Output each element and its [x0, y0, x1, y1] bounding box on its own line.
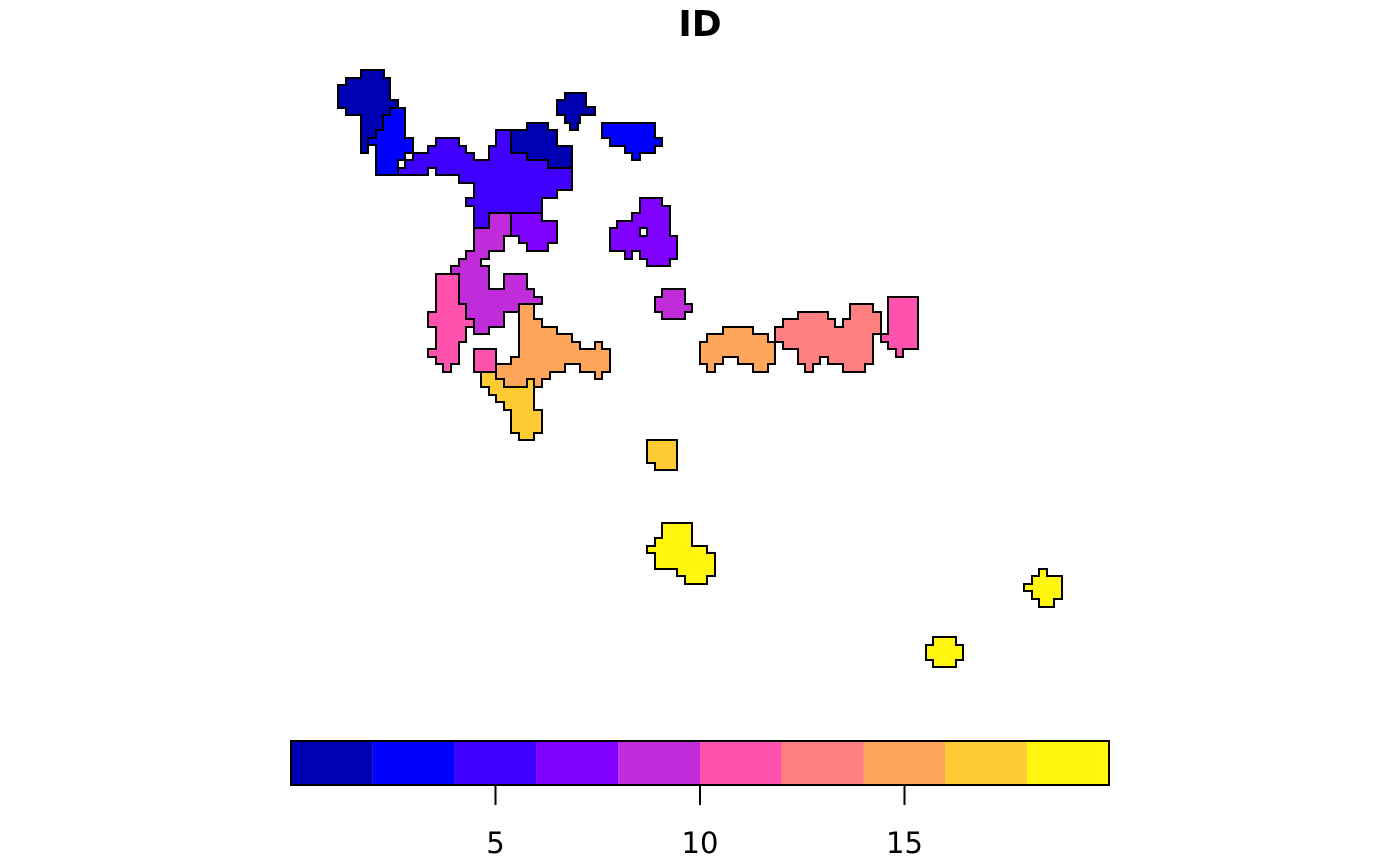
- region-19-far-east: [1023, 568, 1063, 608]
- legend-swatch: [372, 741, 455, 785]
- region-17-southwest: [480, 371, 543, 441]
- legend-swatch: [1027, 741, 1109, 785]
- legend-swatch: [454, 741, 537, 785]
- legend-swatches: [291, 741, 1109, 785]
- region-3-northwest: [367, 107, 414, 176]
- map-title: ID: [678, 4, 721, 45]
- legend-tick-label: 10: [682, 826, 719, 860]
- region-7-east: [609, 197, 678, 267]
- legend-tick-label: 15: [886, 826, 923, 860]
- region-19-southeast-small: [925, 636, 964, 668]
- region-17-square: [646, 439, 678, 471]
- region-7-center: [510, 212, 558, 252]
- legend-swatch: [863, 741, 946, 785]
- region-11-east: [880, 296, 919, 358]
- legend-swatch: [700, 741, 782, 785]
- legend-swatch: [945, 741, 1028, 785]
- legend-swatch: [781, 741, 864, 785]
- region-9-center: [654, 288, 693, 320]
- region-11-west: [427, 273, 475, 373]
- map-regions: [337, 69, 1063, 668]
- region-15-center: [495, 303, 611, 388]
- region-15-east: [699, 326, 776, 373]
- region-13-east: [774, 303, 882, 373]
- legend-swatch: [291, 741, 373, 785]
- legend-swatch: [618, 741, 700, 785]
- legend-tick-label: 5: [486, 826, 504, 860]
- region-19-south: [646, 522, 716, 585]
- region-3-northeast: [601, 122, 663, 161]
- legend-ticks: 5 10 15: [486, 785, 923, 860]
- legend-swatch: [536, 741, 619, 785]
- color-legend: 5 10 15: [290, 740, 1110, 860]
- region-1-small-north: [556, 92, 596, 131]
